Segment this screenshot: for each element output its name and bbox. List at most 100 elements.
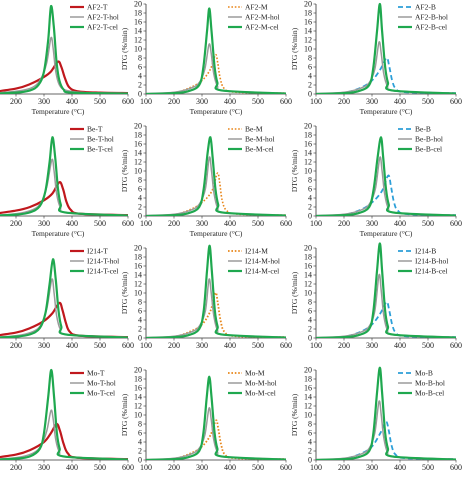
series-line-i214-m-cel	[146, 244, 286, 338]
series-line-be-t-hol	[0, 158, 128, 216]
y-tick-label: 8	[138, 54, 142, 63]
x-tick-label: 600	[122, 463, 134, 472]
series-line-mo-t-hol	[0, 409, 128, 460]
y-tick-label: 0	[138, 212, 142, 221]
x-tick-label: 600	[280, 97, 292, 106]
y-tick-label: 4	[138, 72, 142, 81]
legend-label: Be-M-hol	[245, 135, 275, 144]
y-tick-label: 10	[134, 289, 142, 298]
y-tick-label: 10	[304, 289, 312, 298]
y-tick-label: 8	[308, 298, 312, 307]
series-group	[316, 136, 456, 216]
y-tick-label: 16	[134, 18, 142, 27]
x-axis-label: Temperature (°C)	[360, 229, 413, 238]
y-axis-label: DTG (%/min)	[290, 271, 299, 314]
y-tick-label: 18	[304, 131, 312, 140]
y-tick-label: 18	[304, 9, 312, 18]
y-tick-label: 16	[304, 18, 312, 27]
x-tick-label: 100	[310, 341, 322, 350]
legend-label: I214-M	[245, 247, 268, 256]
x-tick-label: 300	[196, 219, 208, 228]
y-tick-label: 8	[138, 176, 142, 185]
series-line-mo-m-cel	[146, 375, 286, 460]
series-line-mo-b-hol	[316, 400, 456, 460]
legend-label: Be-B	[415, 125, 431, 134]
legend-label: Be-T-cel	[87, 145, 113, 154]
y-axis-label: DTG (%/min)	[120, 27, 129, 70]
legend-label: Be-B-cel	[415, 145, 442, 154]
x-tick-label: 600	[450, 463, 462, 472]
y-tick-label: 0	[308, 90, 312, 99]
legend-label: Be-T-hol	[87, 135, 114, 144]
series-line-af2-b-hol	[316, 41, 456, 94]
y-tick-label: 8	[308, 54, 312, 63]
y-tick-label: 4	[308, 438, 312, 447]
x-tick-label: 600	[450, 341, 462, 350]
x-tick-label: 200	[338, 341, 350, 350]
x-tick-label: 400	[224, 97, 236, 106]
legend-label: AF2-M-hol	[245, 13, 280, 22]
y-tick-label: 18	[134, 9, 142, 18]
x-tick-label: 500	[252, 341, 264, 350]
y-tick-label: 6	[308, 307, 312, 316]
x-tick-label: 300	[366, 341, 378, 350]
y-tick-label: 14	[304, 393, 312, 402]
legend-label: AF2-T-cel	[87, 23, 118, 32]
y-tick-label: 14	[134, 149, 142, 158]
y-tick-label: 6	[138, 429, 142, 438]
x-tick-label: 500	[252, 97, 264, 106]
legend-label: Mo-M-hol	[245, 379, 277, 388]
x-tick-label: 100	[310, 463, 322, 472]
y-tick-label: 4	[308, 72, 312, 81]
y-tick-label: 8	[308, 420, 312, 429]
y-tick-label: 12	[304, 158, 312, 167]
legend-label: I214-B	[415, 247, 436, 256]
y-tick-label: 2	[308, 447, 312, 456]
series-line-mo-t	[0, 422, 128, 460]
x-tick-label: 100	[140, 219, 152, 228]
y-tick-label: 12	[304, 402, 312, 411]
legend-label: AF2-T-hol	[87, 13, 119, 22]
series-group	[316, 242, 456, 338]
y-tick-label: 20	[304, 122, 312, 131]
y-tick-label: 18	[134, 375, 142, 384]
legend-label: Be-B-hol	[415, 135, 443, 144]
x-tick-label: 500	[252, 219, 264, 228]
x-tick-label: 600	[122, 341, 134, 350]
y-tick-label: 6	[308, 63, 312, 72]
y-tick-label: 2	[308, 203, 312, 212]
y-tick-label: 0	[308, 212, 312, 221]
y-tick-label: 10	[134, 167, 142, 176]
y-tick-label: 20	[304, 244, 312, 253]
y-tick-label: 14	[134, 27, 142, 36]
x-tick-label: 400	[224, 341, 236, 350]
y-tick-label: 8	[308, 176, 312, 185]
y-tick-label: 10	[304, 45, 312, 54]
y-axis-label: DTG (%/min)	[120, 393, 129, 436]
series-line-af2-b-cel	[316, 2, 456, 94]
x-tick-label: 400	[224, 219, 236, 228]
x-tick-label: 200	[168, 219, 180, 228]
legend-label: AF2-M-cel	[245, 23, 279, 32]
series-line-i214-b-hol	[316, 273, 456, 338]
series-group	[146, 136, 286, 216]
y-tick-label: 0	[308, 334, 312, 343]
y-tick-label: 12	[134, 158, 142, 167]
y-tick-label: 16	[304, 384, 312, 393]
x-tick-label: 100	[140, 341, 152, 350]
y-tick-label: 16	[134, 140, 142, 149]
x-axis-label: Temperature (°C)	[32, 107, 85, 116]
x-tick-label: 400	[394, 341, 406, 350]
y-tick-label: 4	[138, 194, 142, 203]
legend-label: I214-B-hol	[415, 257, 448, 266]
legend-label: Mo-B	[415, 369, 433, 378]
x-tick-label: 500	[252, 463, 264, 472]
x-tick-label: 200	[168, 341, 180, 350]
y-tick-label: 6	[308, 429, 312, 438]
y-tick-label: 4	[308, 194, 312, 203]
